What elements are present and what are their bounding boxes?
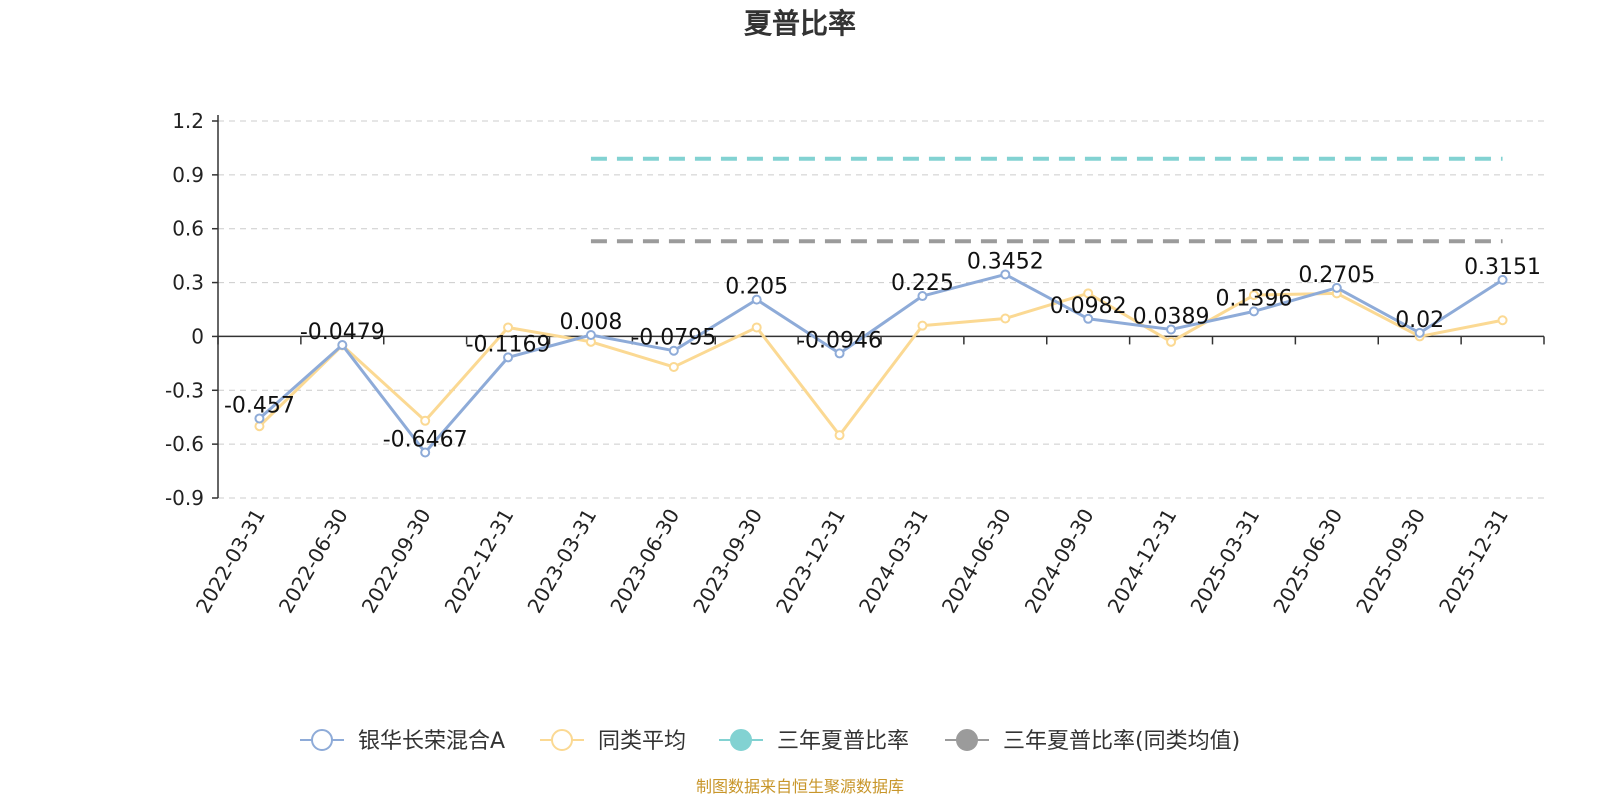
data-label: -0.0946 <box>797 328 882 353</box>
series-0-point[interactable] <box>1000 269 1011 280</box>
x-axis-ticks: 2022-03-31 2022-06-30 2022-09-30 2022-12-31… <box>191 336 1545 618</box>
series-0-point[interactable] <box>337 340 348 351</box>
legend-swatch-marker <box>311 729 333 751</box>
y-tick-label: 0.6 <box>172 217 204 241</box>
data-label: -0.0795 <box>631 326 716 351</box>
data-label: 0.0389 <box>1133 304 1210 329</box>
grid-lines <box>218 120 1544 499</box>
data-label: 0.205 <box>725 275 788 300</box>
legend-item-3[interactable]: 三年夏普比率(同类均值) <box>945 729 1240 754</box>
series-1-point[interactable] <box>1083 288 1094 299</box>
x-tick-label: 2023-09-30 <box>688 505 767 618</box>
series-0-point[interactable] <box>834 348 845 359</box>
series-1-point[interactable] <box>1166 336 1177 347</box>
x-tick-label: 2023-06-30 <box>605 505 684 618</box>
data-label: -0.6467 <box>383 428 468 453</box>
series-1-point[interactable] <box>917 320 928 331</box>
legend-item-2[interactable]: 三年夏普比率 <box>719 729 909 754</box>
series-layer <box>254 156 1508 458</box>
series-1-point[interactable] <box>668 361 679 372</box>
y-tick-label: -0.9 <box>165 486 204 510</box>
series-0-point[interactable] <box>1497 274 1508 285</box>
series-0-point[interactable] <box>1248 306 1259 317</box>
series-1-point[interactable] <box>1497 315 1508 326</box>
series-1-point[interactable] <box>1248 290 1259 301</box>
series-0-point[interactable] <box>585 329 596 340</box>
y-axis-ticks: 1.2 0.9 0.6 0.3 0 -0.3 -0.6 -0.9 <box>165 109 218 510</box>
data-label: -0.457 <box>224 393 295 418</box>
y-tick-label: 0 <box>191 324 204 348</box>
y-tick-label: 0.3 <box>172 271 204 295</box>
series-0-point[interactable] <box>917 291 928 302</box>
data-label: 0.02 <box>1395 308 1444 333</box>
data-label: 0.0982 <box>1050 294 1127 319</box>
legend-swatch-marker <box>551 729 573 751</box>
chart-title: 夏普比率 <box>744 7 856 40</box>
x-tick-label: 2023-03-31 <box>522 505 601 618</box>
series-1-point[interactable] <box>751 322 762 333</box>
data-labels: -0.457 -0.0479 -0.6467 -0.1169 0.008 -0.0795 0… <box>224 249 1541 452</box>
legend-label: 三年夏普比率 <box>777 729 909 754</box>
series-1-line <box>258 291 1503 437</box>
series-1-point[interactable] <box>420 415 431 426</box>
series-1-point[interactable] <box>834 430 845 441</box>
legend-label: 同类平均 <box>598 729 686 754</box>
series-0-point[interactable] <box>1166 324 1177 335</box>
x-tick-label: 2024-03-31 <box>854 505 933 618</box>
x-tick-label: 2024-06-30 <box>937 505 1016 618</box>
y-tick-label: 1.2 <box>172 109 204 133</box>
legend[interactable]: 银华长荣混合A 同类平均 三年夏普比率 三年夏普比率(同类均值) <box>300 729 1240 754</box>
data-label: 0.1396 <box>1215 286 1292 311</box>
legend-swatch-marker <box>956 729 978 751</box>
data-label: -0.1169 <box>466 332 551 357</box>
data-label: -0.0479 <box>300 320 385 345</box>
data-label: 0.2705 <box>1298 263 1375 288</box>
series-0-line <box>258 272 1504 455</box>
source-note: 制图数据来自恒生聚源数据库 <box>696 777 904 796</box>
series-1-point[interactable] <box>503 322 514 333</box>
data-label: 0.008 <box>559 310 622 335</box>
x-tick-label: 2023-12-31 <box>771 505 850 618</box>
data-label: 0.3151 <box>1464 255 1541 280</box>
series-0-point[interactable] <box>751 294 762 305</box>
x-tick-label: 2022-12-31 <box>439 505 518 618</box>
series-1-point[interactable] <box>1000 313 1011 324</box>
series-0-point[interactable] <box>1083 313 1094 324</box>
y-tick-label: -0.3 <box>165 378 204 402</box>
series-0-point[interactable] <box>420 447 431 458</box>
data-label: 0.3452 <box>967 249 1044 274</box>
legend-item-1[interactable]: 同类平均 <box>540 729 686 754</box>
series-0-point[interactable] <box>254 413 265 424</box>
x-tick-label: 2025-03-31 <box>1185 505 1264 618</box>
y-tick-label: 0.9 <box>172 163 204 187</box>
x-tick-label: 2024-12-31 <box>1102 505 1181 618</box>
series-0-point[interactable] <box>1331 282 1342 293</box>
x-tick-label: 2022-03-31 <box>191 505 270 618</box>
y-tick-label: -0.6 <box>165 432 204 456</box>
x-tick-label: 2025-06-30 <box>1268 505 1347 618</box>
series-0-point[interactable] <box>1414 327 1425 338</box>
x-tick-label: 2022-06-30 <box>274 505 353 618</box>
x-tick-label: 2025-09-30 <box>1351 505 1430 618</box>
legend-label: 三年夏普比率(同类均值) <box>1003 729 1240 754</box>
x-tick-label: 2022-09-30 <box>357 505 436 618</box>
legend-item-0[interactable]: 银华长荣混合A <box>300 729 505 754</box>
series-0-point[interactable] <box>668 345 679 356</box>
legend-label: 银华长荣混合A <box>358 729 505 754</box>
data-label: 0.225 <box>891 271 954 296</box>
legend-swatch-marker <box>730 729 752 751</box>
series-0-point[interactable] <box>503 352 514 363</box>
x-tick-label: 2025-12-31 <box>1434 505 1513 618</box>
x-tick-label: 2024-09-30 <box>1020 505 1099 618</box>
